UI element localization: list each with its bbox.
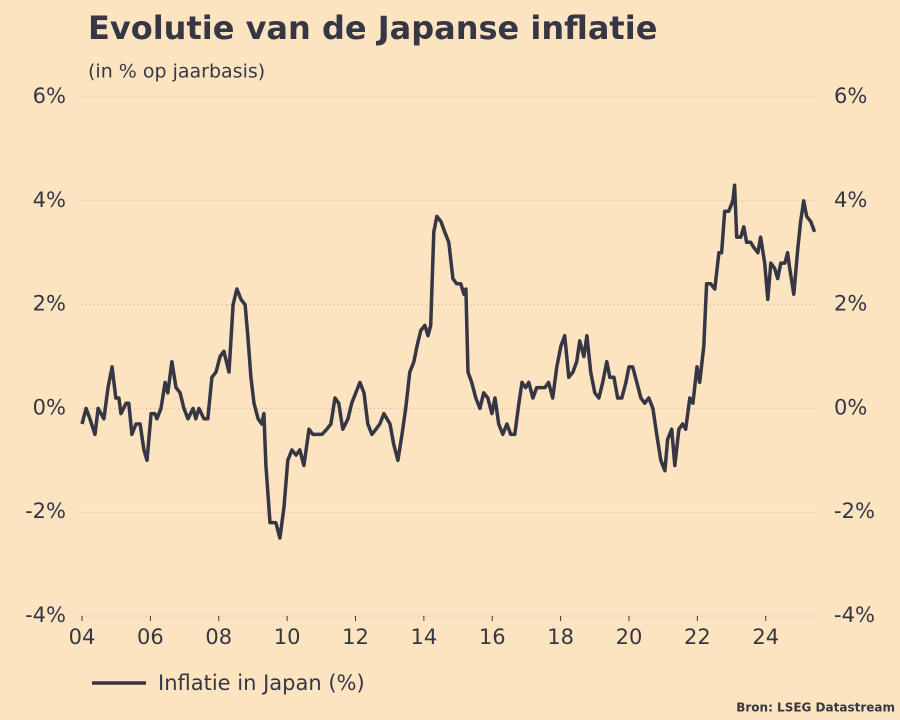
y2-tick-label: 4% bbox=[834, 188, 867, 212]
y2-tick-label: 2% bbox=[834, 292, 867, 316]
x-tick-label: 18 bbox=[547, 625, 574, 649]
x-tick-label: 24 bbox=[752, 625, 779, 649]
y-tick-label: -2% bbox=[25, 499, 66, 523]
x-tick-label: 08 bbox=[205, 625, 232, 649]
x-tick-label: 04 bbox=[69, 625, 96, 649]
y-tick-label: 6% bbox=[33, 84, 66, 108]
y-tick-label: 4% bbox=[33, 188, 66, 212]
x-tick-label: 10 bbox=[274, 625, 301, 649]
x-tick-label: 16 bbox=[479, 625, 506, 649]
x-tick-label: 22 bbox=[684, 625, 711, 649]
x-tick-label: 14 bbox=[410, 625, 437, 649]
y2-tick-label: 6% bbox=[834, 84, 867, 108]
x-tick-label: 12 bbox=[342, 625, 369, 649]
line-series bbox=[80, 183, 817, 540]
y2-tick-label: -4% bbox=[834, 603, 875, 627]
y-tick-label: 2% bbox=[33, 292, 66, 316]
legend-label: Inflatie in Japan (%) bbox=[158, 671, 365, 695]
chart-title: Evolutie van de Japanse inflatie bbox=[88, 9, 657, 47]
x-tick-label: 06 bbox=[137, 625, 164, 649]
y-tick-label: -4% bbox=[25, 603, 66, 627]
chart-subtitle: (in % op jaarbasis) bbox=[88, 61, 265, 83]
y2-tick-label: -2% bbox=[834, 499, 875, 523]
source: Bron: LSEG Datastream bbox=[736, 701, 895, 715]
y-tick-label: 0% bbox=[33, 395, 66, 419]
y2-tick-label: 0% bbox=[834, 395, 867, 419]
x-tick-label: 20 bbox=[616, 625, 643, 649]
